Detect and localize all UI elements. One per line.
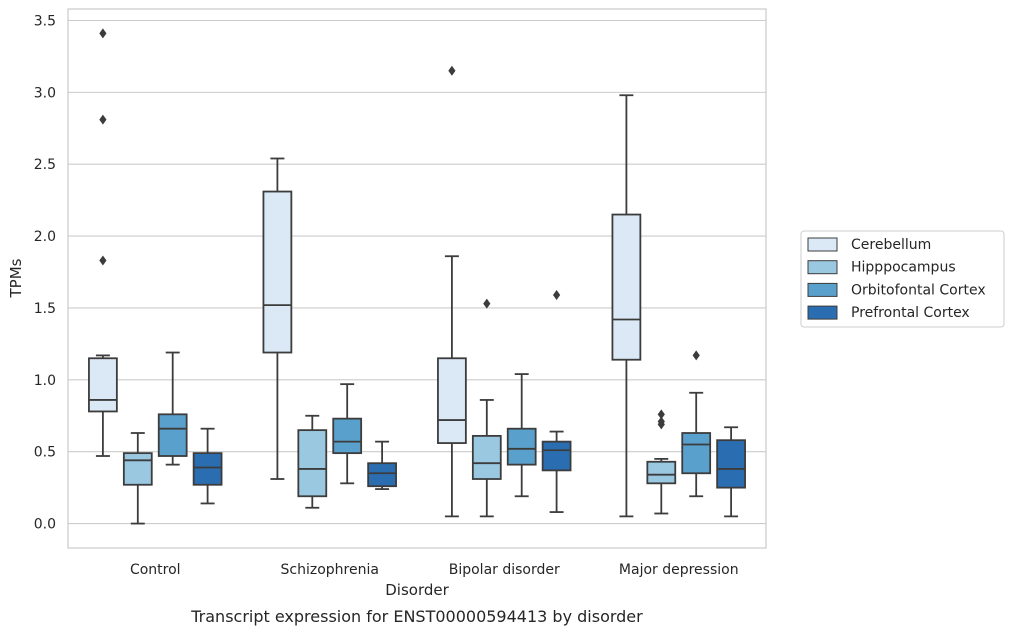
x-tick-label: Bipolar disorder: [449, 562, 560, 578]
box-group: [716, 426, 746, 518]
legend-swatch: [807, 305, 838, 320]
legend: Cerebellum Hipppocampus Orbitofontal Corte…: [800, 230, 1005, 328]
legend-label: Cerebellum: [851, 237, 931, 253]
y-tick-label: 2.0: [34, 229, 56, 245]
box-group: [262, 157, 293, 480]
box: [297, 429, 328, 498]
box: [192, 452, 223, 486]
outlier-point: [483, 298, 491, 309]
box-group: [437, 65, 467, 518]
chart-caption: Transcript expression for ENST0000059441…: [190, 607, 643, 626]
legend-label: Orbitofontal Cortex: [851, 282, 986, 298]
box: [157, 413, 188, 457]
box-group: [506, 373, 537, 498]
legend-swatch: [807, 282, 838, 297]
y-axis-title: TPMs: [7, 258, 25, 298]
box: [506, 427, 537, 466]
y-tick-label: 1.0: [34, 373, 56, 389]
y-tick-label: 1.5: [34, 301, 56, 317]
outlier-point: [657, 409, 665, 420]
x-tick-label: Schizophrenia: [281, 562, 379, 578]
box-group: [471, 298, 502, 518]
legend-frame: [800, 230, 1005, 328]
box: [471, 434, 502, 480]
y-tick-label: 3.5: [34, 13, 56, 29]
y-axis-ticks: 0.0 0.5 1.0 1.5 2.0 2.5 3.0 3.5: [34, 13, 56, 532]
outlier-point: [99, 114, 107, 125]
box-group: [646, 409, 677, 515]
box-group: [332, 383, 363, 485]
outlier-point: [692, 350, 700, 361]
plot-background: [68, 9, 766, 548]
x-axis-ticks: Control Schizophrenia Bipolar disorder Majo…: [130, 562, 739, 578]
box-group: [88, 28, 118, 457]
box: [541, 440, 572, 472]
box: [611, 213, 642, 361]
y-tick-label: 3.0: [34, 85, 56, 101]
outlier-point: [99, 255, 107, 266]
box: [262, 190, 293, 354]
y-tick-label: 2.5: [34, 157, 56, 173]
box-group: [541, 290, 572, 513]
box: [437, 357, 467, 444]
outlier-point: [448, 65, 456, 76]
box-group: [122, 432, 153, 525]
box-group: [611, 94, 642, 518]
legend-label: Prefrontal Cortex: [851, 305, 970, 321]
x-tick-label: Major depression: [619, 562, 739, 578]
box: [367, 462, 397, 488]
box: [332, 417, 363, 455]
box-group: [192, 427, 223, 505]
outlier-point: [657, 416, 665, 427]
y-tick-label: 0.0: [34, 517, 56, 533]
plot-frame: [67, 8, 767, 549]
box: [681, 432, 712, 475]
outlier-point: [553, 290, 561, 301]
box: [646, 460, 677, 485]
box-group: [157, 351, 188, 466]
box-group: [297, 414, 328, 509]
box-group: [367, 440, 397, 490]
boxes-layer: [88, 28, 746, 525]
legend-swatch: [807, 260, 838, 275]
box: [716, 439, 746, 489]
legend-swatch: [807, 237, 838, 252]
box-group: [681, 350, 712, 498]
legend-items: Cerebellum Hipppocampus Orbitofontal Corte…: [807, 237, 986, 321]
legend-label: Hipppocampus: [851, 260, 956, 276]
x-axis-title: Disorder: [385, 581, 449, 599]
box: [88, 357, 118, 413]
box: [122, 452, 153, 486]
x-tick-label: Control: [130, 562, 181, 578]
y-tick-label: 0.5: [34, 445, 56, 461]
outlier-point: [99, 28, 107, 39]
